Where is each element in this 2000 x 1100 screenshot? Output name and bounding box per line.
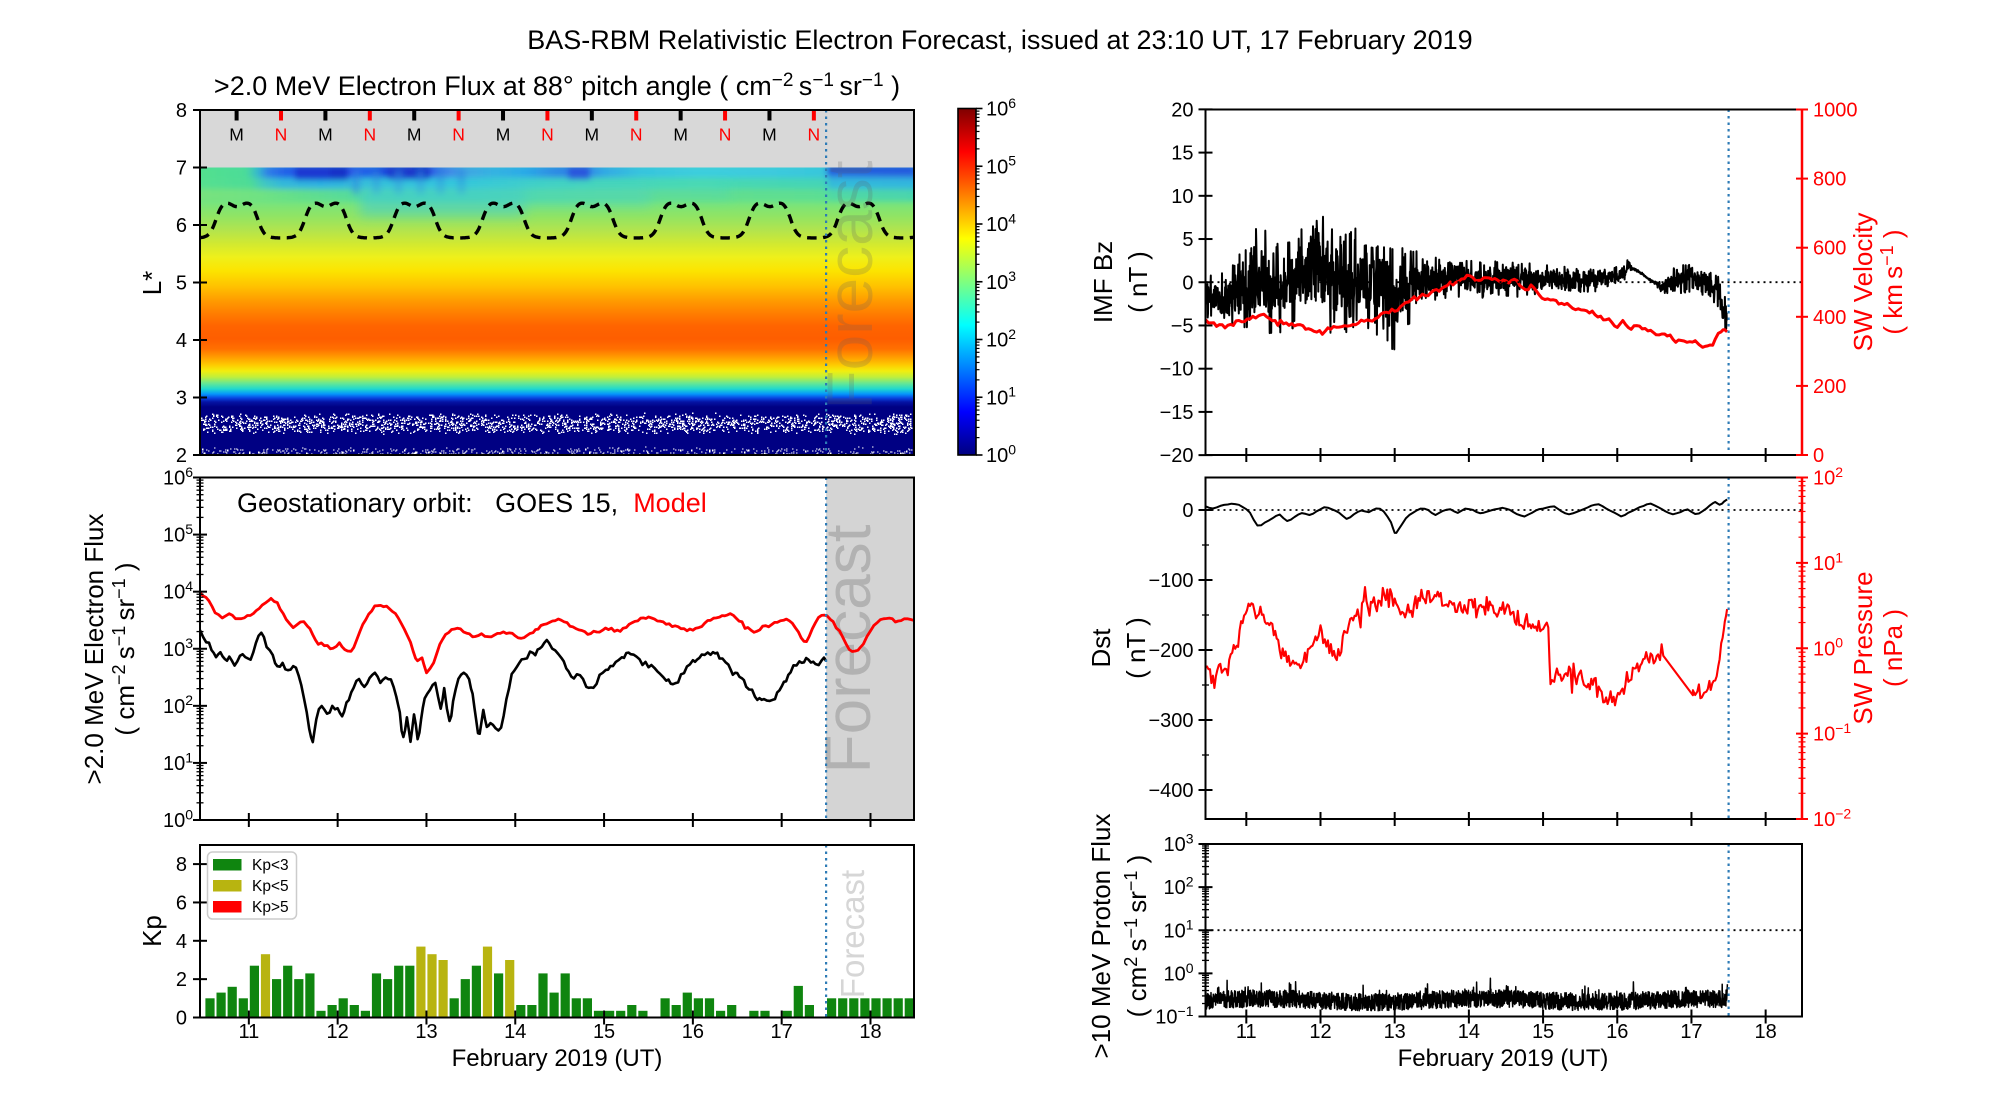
svg-text:102: 102 (986, 326, 1016, 352)
svg-text:600: 600 (1813, 238, 1846, 260)
svg-text:N: N (630, 125, 643, 145)
svg-text:5: 5 (176, 273, 187, 295)
svg-text:( nT ): ( nT ) (1121, 617, 1151, 679)
svg-text:12: 12 (1309, 1021, 1331, 1043)
svg-text:−200: −200 (1148, 640, 1193, 662)
svg-text:8: 8 (176, 854, 187, 876)
svg-text:14: 14 (1458, 1021, 1480, 1043)
svg-text:>10 MeV Proton Flux: >10 MeV Proton Flux (1086, 814, 1116, 1059)
svg-text:200: 200 (1813, 376, 1846, 398)
svg-text:13: 13 (415, 1021, 437, 1043)
svg-text:0: 0 (176, 1008, 187, 1030)
svg-text:17: 17 (1680, 1021, 1702, 1043)
svg-text:800: 800 (1813, 169, 1846, 191)
svg-text:10−2: 10−2 (1813, 805, 1851, 831)
svg-text:M: M (762, 125, 777, 145)
svg-text:Kp: Kp (137, 915, 167, 947)
svg-text:N: N (541, 125, 554, 145)
svg-text:N: N (808, 125, 821, 145)
svg-text:Kp<3: Kp<3 (252, 857, 289, 874)
svg-text:16: 16 (1606, 1021, 1628, 1043)
svg-text:15: 15 (1532, 1021, 1554, 1043)
svg-text:10: 10 (1171, 186, 1193, 208)
svg-text:400: 400 (1813, 307, 1846, 329)
svg-text:2: 2 (176, 969, 187, 991)
svg-text:−5: −5 (1171, 315, 1194, 337)
svg-text:( cm2 s−1 sr−1 ): ( cm2 s−1 sr−1 ) (1121, 855, 1152, 1018)
svg-text:Kp>5: Kp>5 (252, 899, 289, 916)
svg-text:( cm−2 s−1 sr−1 ): ( cm−2 s−1 sr−1 ) (109, 562, 140, 735)
svg-text:N: N (719, 125, 732, 145)
svg-text:Dst: Dst (1086, 628, 1116, 668)
svg-text:February 2019 (UT): February 2019 (UT) (452, 1045, 663, 1072)
svg-text:20: 20 (1171, 99, 1193, 121)
svg-text:2: 2 (176, 445, 187, 467)
svg-text:IMF Bz: IMF Bz (1088, 241, 1118, 323)
svg-text:6: 6 (176, 215, 187, 237)
svg-text:18: 18 (859, 1021, 881, 1043)
svg-text:( nPa ): ( nPa ) (1878, 609, 1908, 687)
svg-text:13: 13 (1384, 1021, 1406, 1043)
svg-text:16: 16 (682, 1021, 704, 1043)
svg-text:L*: L* (137, 271, 167, 296)
svg-text:0: 0 (1182, 500, 1193, 522)
svg-text:4: 4 (176, 330, 187, 352)
svg-text:8: 8 (176, 100, 187, 122)
svg-text:SW Pressure: SW Pressure (1848, 571, 1878, 724)
svg-text:−300: −300 (1148, 710, 1193, 732)
svg-text:( nT ): ( nT ) (1123, 251, 1153, 313)
svg-text:0: 0 (1182, 272, 1193, 294)
svg-text:M: M (229, 125, 244, 145)
svg-text:15: 15 (1171, 143, 1193, 165)
svg-text:M: M (496, 125, 511, 145)
svg-text:4: 4 (176, 931, 187, 953)
svg-text:N: N (363, 125, 376, 145)
svg-text:5: 5 (1182, 229, 1193, 251)
svg-text:N: N (452, 125, 465, 145)
svg-text:14: 14 (504, 1021, 526, 1043)
svg-text:N: N (275, 125, 288, 145)
svg-text:12: 12 (327, 1021, 349, 1043)
svg-text:−15: −15 (1160, 402, 1194, 424)
svg-text:>2.0 MeV Electron Flux at 88°: >2.0 MeV Electron Flux at 88° pitch angl… (214, 70, 900, 101)
svg-text:>2.0 MeV Electron Flux: >2.0 MeV Electron Flux (79, 514, 109, 785)
svg-text:Kp<5: Kp<5 (252, 878, 289, 895)
svg-text:February 2019 (UT): February 2019 (UT) (1398, 1045, 1609, 1072)
svg-text:1000: 1000 (1813, 100, 1858, 122)
svg-text:0: 0 (1813, 445, 1824, 467)
svg-text:( km s−1 ): ( km s−1 ) (1877, 229, 1908, 334)
svg-text:−400: −400 (1148, 780, 1193, 802)
svg-text:M: M (673, 125, 688, 145)
svg-text:6: 6 (176, 892, 187, 914)
svg-text:SW Velocity: SW Velocity (1848, 213, 1878, 352)
svg-text:103: 103 (986, 268, 1016, 294)
svg-text:17: 17 (771, 1021, 793, 1043)
svg-text:3: 3 (176, 388, 187, 410)
svg-text:−20: −20 (1160, 445, 1194, 467)
svg-text:Forecast: Forecast (834, 870, 871, 998)
svg-text:18: 18 (1755, 1021, 1777, 1043)
svg-text:7: 7 (176, 158, 187, 180)
svg-text:M: M (407, 125, 422, 145)
svg-text:11: 11 (238, 1021, 259, 1043)
svg-text:−100: −100 (1148, 570, 1193, 592)
svg-text:Forecast: Forecast (814, 160, 886, 409)
svg-text:−10: −10 (1160, 359, 1194, 381)
svg-text:Geostationary orbit: GOES 15: Geostationary orbit: GOES 15, Model (237, 488, 707, 518)
svg-text:15: 15 (593, 1021, 615, 1043)
svg-text:M: M (318, 125, 333, 145)
svg-text:M: M (585, 125, 600, 145)
svg-text:11: 11 (1236, 1021, 1257, 1043)
svg-text:BAS-RBM Relativistic Electron: BAS-RBM Relativistic Electron Forecast, … (527, 25, 1472, 55)
